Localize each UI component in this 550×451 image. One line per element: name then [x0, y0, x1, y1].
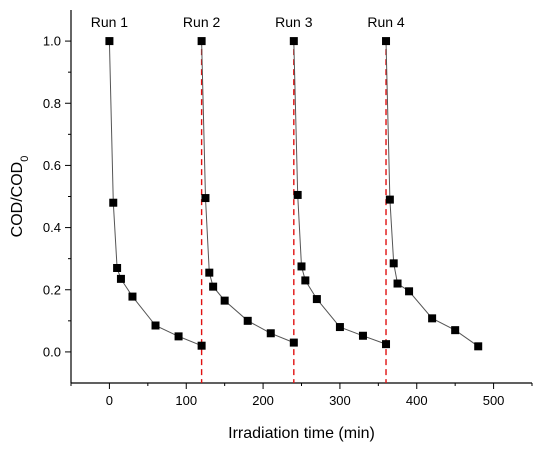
y-tick-label: 1.0 — [43, 34, 61, 49]
series-line-run-3 — [293, 41, 387, 345]
x-axis-title: Irradiation time (min) — [228, 425, 375, 442]
series-line-run-4 — [385, 41, 479, 347]
data-point — [382, 37, 391, 46]
data-point — [220, 296, 229, 305]
run-label-2: Run 2 — [183, 14, 221, 30]
data-point — [209, 282, 218, 291]
run-label-3: Run 3 — [275, 14, 313, 30]
data-point — [385, 195, 394, 204]
y-axis-title-subscript: 0 — [19, 156, 31, 162]
data-point — [116, 274, 125, 283]
data-point — [243, 316, 252, 325]
x-tick-label: 0 — [106, 393, 113, 408]
x-tick-label: 400 — [406, 393, 428, 408]
data-point — [358, 331, 367, 340]
x-tick-label: 100 — [175, 393, 197, 408]
x-tick-label: 500 — [483, 393, 505, 408]
data-point — [301, 276, 310, 285]
data-point — [174, 332, 183, 341]
data-point — [289, 338, 298, 347]
data-point — [109, 198, 118, 207]
data-point — [289, 37, 298, 46]
data-point — [312, 295, 321, 304]
y-axis-title: COD/COD0 — [9, 156, 31, 238]
data-point — [335, 323, 344, 332]
x-tick-label: 300 — [329, 393, 351, 408]
y-tick-label: 0.0 — [43, 344, 61, 359]
data-point — [393, 279, 402, 288]
run-labels: Run 1 Run 2 Run 3 Run 4 — [91, 14, 405, 30]
y-axis-ticks: 0.0 0.2 0.4 0.6 0.8 1.0 — [43, 34, 71, 359]
x-tick-label: 200 — [252, 393, 274, 408]
data-point — [113, 263, 122, 272]
data-point — [382, 340, 391, 349]
y-tick-label: 0.8 — [43, 96, 61, 111]
data-point — [405, 287, 414, 296]
data-point — [201, 194, 210, 203]
run-dividers — [200, 39, 387, 383]
data-point — [389, 259, 398, 268]
data-point — [205, 268, 214, 277]
run-label-4: Run 4 — [367, 14, 405, 30]
data-point — [151, 321, 160, 330]
data-point — [474, 342, 483, 351]
y-tick-label: 0.6 — [43, 158, 61, 173]
series-line-run-1 — [108, 41, 202, 347]
series-line-run-2 — [201, 41, 294, 344]
data-point — [197, 341, 206, 350]
run-label-1: Run 1 — [91, 14, 129, 30]
series-group — [105, 37, 483, 351]
data-point — [293, 190, 302, 199]
y-axis-title-main: COD/COD — [9, 162, 26, 238]
data-point — [105, 37, 114, 46]
data-point — [266, 329, 275, 338]
data-point — [197, 37, 206, 46]
y-tick-label: 0.2 — [43, 282, 61, 297]
data-point — [128, 292, 137, 301]
y-tick-label: 0.4 — [43, 220, 61, 235]
data-point — [451, 326, 460, 335]
data-point — [428, 314, 437, 323]
x-axis-ticks: 0 100 200 300 400 500 — [70, 383, 533, 408]
data-point — [297, 262, 306, 271]
